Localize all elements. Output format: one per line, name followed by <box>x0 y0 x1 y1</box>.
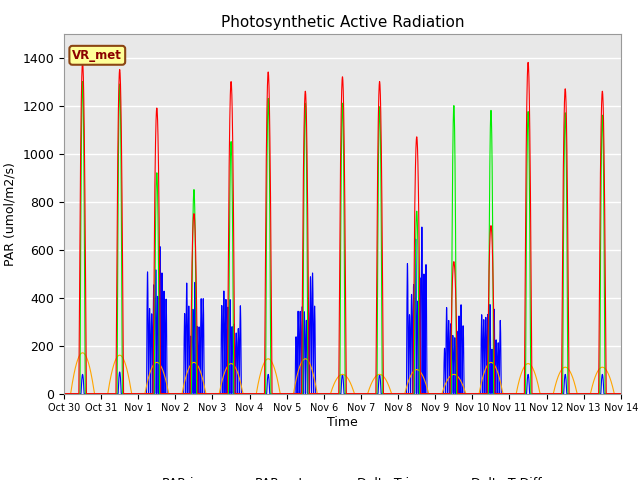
Delta-T Diffuse <box>60 391 68 396</box>
Delta-T in <box>79 79 86 84</box>
PAR out <box>322 391 330 396</box>
Delta-T in <box>322 391 330 396</box>
Delta-T in <box>436 391 444 396</box>
Delta-T Diffuse <box>617 391 625 396</box>
Y-axis label: PAR (umol/m2/s): PAR (umol/m2/s) <box>4 162 17 265</box>
Delta-T Diffuse <box>616 391 624 396</box>
PAR in <box>322 391 330 396</box>
PAR in <box>60 391 68 396</box>
Line: PAR out: PAR out <box>64 353 621 394</box>
Delta-T Diffuse <box>418 224 426 230</box>
Line: Delta-T Diffuse: Delta-T Diffuse <box>64 227 621 394</box>
PAR out <box>467 391 475 396</box>
PAR out <box>436 391 444 396</box>
PAR in <box>161 391 168 396</box>
PAR in <box>499 391 507 396</box>
X-axis label: Time: Time <box>327 416 358 429</box>
Delta-T in <box>617 391 625 396</box>
PAR out <box>617 391 625 396</box>
PAR out <box>161 372 168 377</box>
Delta-T in <box>616 391 624 396</box>
Legend: PAR in, PAR out, Delta-T in, Delta-T Diffuse: PAR in, PAR out, Delta-T in, Delta-T Dif… <box>116 472 569 480</box>
Title: Photosynthetic Active Radiation: Photosynthetic Active Radiation <box>221 15 464 30</box>
Delta-T in <box>161 391 168 396</box>
PAR in <box>436 391 444 396</box>
PAR out <box>79 350 86 356</box>
Delta-T Diffuse <box>160 288 168 294</box>
PAR out <box>60 391 68 396</box>
PAR in <box>616 391 624 396</box>
Delta-T in <box>499 391 507 396</box>
PAR out <box>499 391 507 396</box>
Line: PAR in: PAR in <box>64 62 621 394</box>
Line: Delta-T in: Delta-T in <box>64 82 621 394</box>
Delta-T Diffuse <box>499 391 507 396</box>
Delta-T Diffuse <box>467 391 475 396</box>
PAR in <box>467 391 475 396</box>
Text: VR_met: VR_met <box>72 49 122 62</box>
Delta-T Diffuse <box>436 391 444 396</box>
PAR in <box>617 391 625 396</box>
PAR in <box>79 60 86 65</box>
Delta-T in <box>467 391 475 396</box>
PAR out <box>616 391 624 396</box>
Delta-T Diffuse <box>322 391 330 396</box>
Delta-T in <box>60 391 68 396</box>
